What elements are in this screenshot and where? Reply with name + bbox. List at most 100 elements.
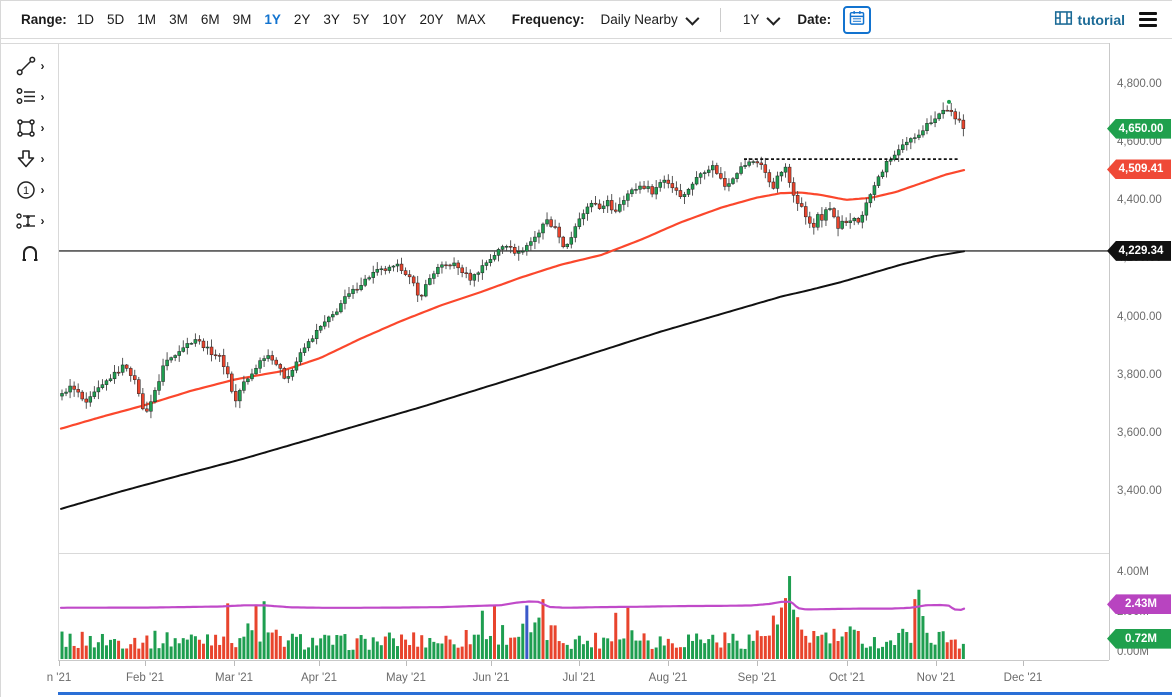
x-axis-tickmark [757,660,758,666]
trendline-icon [15,55,37,77]
x-axis-tickmark [847,660,848,666]
x-axis-tick: n '21 [46,672,72,684]
range-option-5Y[interactable]: 5Y [352,12,370,27]
x-axis-tickmark [1023,660,1024,666]
range-options: 1D 5D 1M 3M 6M 9M 1Y 2Y 3Y 5Y 10Y 20Y MAX [77,12,486,27]
x-axis-tick: Apr '21 [300,672,338,684]
chevron-right-icon: › [40,59,45,73]
tutorial-button[interactable]: tutorial [1054,10,1125,29]
x-axis-tickmark [668,660,669,666]
range-option-20Y[interactable]: 20Y [419,12,444,27]
range-label: Range: [21,12,67,27]
range-option-3M[interactable]: 3M [169,12,188,27]
volume-axis-tick: 4.00M [1117,566,1149,578]
range-option-9M[interactable]: 9M [232,12,252,27]
x-axis-tickmark [406,660,407,666]
period-value: 1Y [742,12,760,27]
chevron-down-icon [766,11,781,26]
shapes-icon [15,117,37,139]
price-axis-tick: 4,000.00 [1117,310,1162,323]
last-volume-badge: 0.72M [1107,628,1171,649]
x-axis-tick: May '21 [386,672,426,684]
price-axis-tick: 3,800.00 [1117,368,1162,381]
chevron-right-icon: › [40,152,45,166]
x-axis-tickmark [234,660,235,666]
chevron-down-icon [685,11,700,26]
x-axis-tick: Feb '21 [126,672,164,684]
pane-separator [58,553,1109,554]
chevron-right-icon: › [40,121,45,135]
axis-right-border [1109,43,1110,660]
range-option-6M[interactable]: 6M [200,12,220,27]
x-axis-tickmark [319,660,320,666]
price-axis-tick: 4,400.00 [1117,194,1162,207]
tool-magnet[interactable] [19,241,41,263]
plot-left-border [58,43,59,660]
date-label: Date: [797,12,832,27]
fibonacci-icon [15,86,37,108]
price-axis-tick: 4,600.00 [1117,136,1162,149]
x-axis-tick: Mar '21 [215,672,253,684]
chevron-right-icon: › [40,214,45,228]
avg-volume-badge: 2.43M [1107,594,1171,615]
range-option-10Y[interactable]: 10Y [382,12,407,27]
x-axis-tickmark [145,660,146,666]
down-arrow-icon [15,148,37,170]
menu-hamburger-icon[interactable] [1137,10,1159,29]
x-axis-tick: Sep '21 [737,672,777,684]
range-option-5D[interactable]: 5D [107,12,125,27]
svg-text:1: 1 [22,185,28,197]
x-axis-tickmark [491,660,492,666]
frequency-label: Frequency: [511,12,585,27]
annotation-number-icon: 1 [15,179,37,201]
price-axis-tick: 4,800.00 [1117,78,1162,90]
frequency-value: Daily Nearby [600,12,678,27]
chevron-right-icon: › [40,183,45,197]
tool-arrow[interactable]: › [15,148,45,170]
range-option-1D[interactable]: 1D [76,12,95,27]
tool-annotation[interactable]: 1 › [15,179,45,201]
x-axis-tickmark [59,660,60,666]
calendar-icon [848,9,866,30]
tool-trendline[interactable]: › [15,55,45,77]
chart-toolbar: Range: 1D 5D 1M 3M 6M 9M 1Y 2Y 3Y 5Y 10Y 20Y MAX Fre… [1,1,1172,39]
x-axis-tick: Aug '21 [648,672,688,684]
x-axis-tick: Nov '21 [916,672,956,684]
range-option-MAX[interactable]: MAX [456,12,486,27]
x-axis-tick: Jun '21 [472,672,510,684]
tutorial-label: tutorial [1077,11,1125,28]
x-axis-line [58,660,1109,661]
x-axis-tick: Dec '21 [1003,672,1043,684]
range-option-3Y[interactable]: 3Y [323,12,340,27]
chevron-right-icon: › [40,90,45,104]
price-axis-tick: 3,600.00 [1117,426,1162,439]
date-picker-button[interactable] [843,5,872,34]
x-axis-tickmark [579,660,580,666]
range-option-1M[interactable]: 1M [137,12,157,27]
hline-price-badge: 4,229.34 [1107,240,1171,261]
measure-icon [15,210,37,232]
toolbar-right-group: tutorial [1054,10,1172,29]
film-icon [1054,10,1073,29]
range-option-2Y[interactable]: 2Y [293,12,311,27]
x-axis-tick: Oct '21 [828,672,866,684]
range-option-1Y[interactable]: 1Y [264,12,281,27]
x-axis-tick: Jul '21 [562,672,596,684]
last-price-badge: 4,650.00 [1107,118,1171,139]
magnet-icon [19,241,41,263]
tool-fibonacci[interactable]: › [15,86,45,108]
ma-fast-price-badge: 4,509.41 [1107,159,1171,180]
x-axis-tickmark [936,660,937,666]
chart-top-border [1,43,1109,44]
period-select[interactable]: 1Y [737,11,784,28]
bottom-blue-divider [58,692,1172,695]
tool-measure[interactable]: › [15,210,45,232]
frequency-select[interactable]: Daily Nearby [595,11,702,28]
drawing-tools-sidebar: › › › › [1,45,58,263]
price-axis-tick: 3,400.00 [1117,484,1162,497]
volume-axis-tick: 0.00M [1117,646,1149,658]
tool-shapes[interactable]: › [15,117,45,139]
